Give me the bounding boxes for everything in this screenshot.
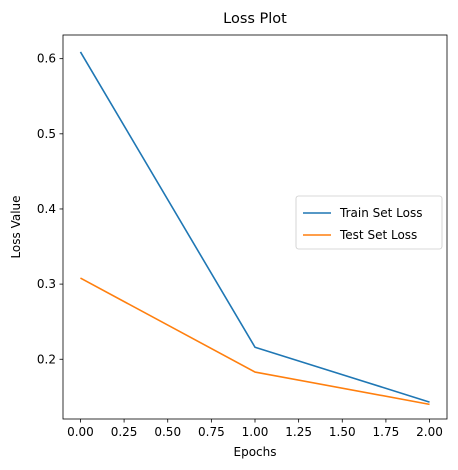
x-tick-label: 0.50 (154, 425, 181, 439)
series-line-train (79, 51, 430, 403)
x-tick-label: 1.00 (242, 425, 269, 439)
y-tick-label: 0.6 (37, 52, 56, 66)
x-tick-label: 0.25 (111, 425, 138, 439)
x-tick-label: 0.75 (198, 425, 225, 439)
y-tick-label: 0.2 (37, 352, 56, 366)
y-tick-label: 0.4 (37, 202, 56, 216)
y-tick-label: 0.3 (37, 277, 56, 291)
y-axis-label: Loss Value (9, 195, 23, 258)
x-tick-label: 1.50 (329, 425, 356, 439)
y-tick-label: 0.5 (37, 127, 56, 141)
legend-box (295, 195, 443, 250)
axis-ticks: 0.00 0.25 0.50 0.75 1.00 1.25 1.50 1.75 2.00 0.2 0… (37, 52, 443, 439)
x-tick-label: 2.00 (416, 425, 443, 439)
x-axis-label: Epochs (234, 445, 277, 459)
legend: Train Set Loss Test Set Loss (295, 195, 443, 250)
legend-label: Train Set Loss (339, 206, 422, 220)
series-line-test (80, 277, 430, 406)
x-tick-label: 0.00 (67, 425, 94, 439)
chart-title: Loss Plot (223, 11, 287, 27)
plot-area (79, 51, 430, 406)
x-tick-label: 1.75 (373, 425, 400, 439)
x-tick-label: 1.25 (285, 425, 312, 439)
legend-label: Test Set Loss (339, 228, 417, 242)
